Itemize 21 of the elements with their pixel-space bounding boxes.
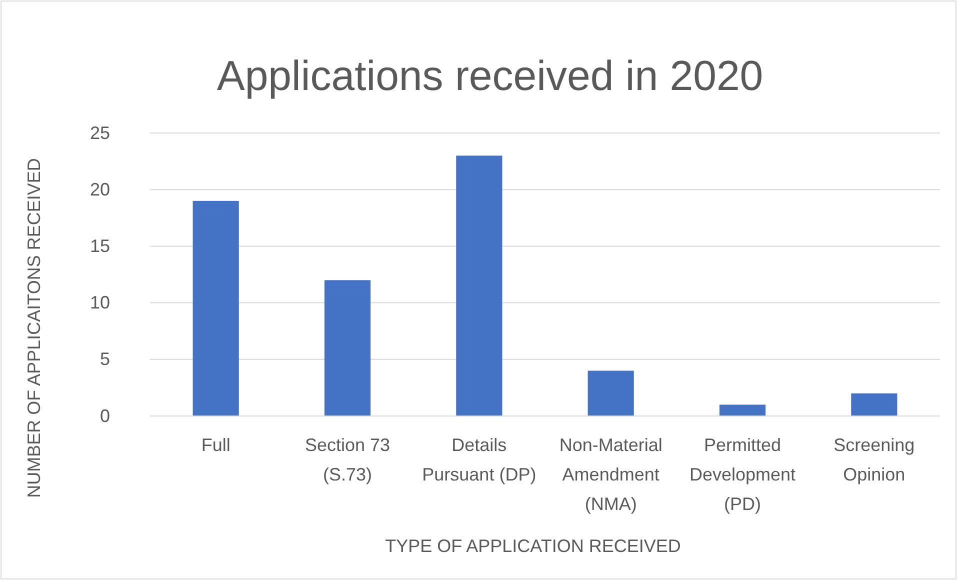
bar	[456, 156, 502, 416]
bar	[719, 404, 766, 416]
x-tick-label: Details Pursuant (DP)	[422, 434, 536, 484]
x-tick-label: Non-Material Amendment (NMA)	[559, 434, 662, 514]
y-tick-label: 5	[100, 349, 110, 370]
y-tick-label: 25	[90, 122, 110, 143]
x-tick-label: Full	[201, 434, 230, 455]
bar	[324, 280, 371, 416]
y-tick-label: 0	[100, 406, 110, 426]
x-tick-label: Permitted Development (PD)	[689, 434, 796, 514]
bar	[588, 370, 634, 416]
x-axis-title: TYPE OF APPLICATION RECEIVED	[385, 536, 681, 556]
x-tick-label: Section 73 (S.73)	[304, 434, 390, 484]
bar	[192, 200, 239, 416]
y-tick-label: 20	[90, 179, 110, 200]
y-axis-title: NUMBER OF APPLICAITONS RECEIVED	[24, 158, 44, 498]
chart-title: Applications received in 2020	[216, 52, 764, 99]
x-tick-label: Screening Opinion	[834, 434, 915, 484]
bar	[851, 393, 898, 416]
y-tick-label: 15	[90, 236, 110, 256]
y-tick-label: 10	[90, 292, 110, 313]
